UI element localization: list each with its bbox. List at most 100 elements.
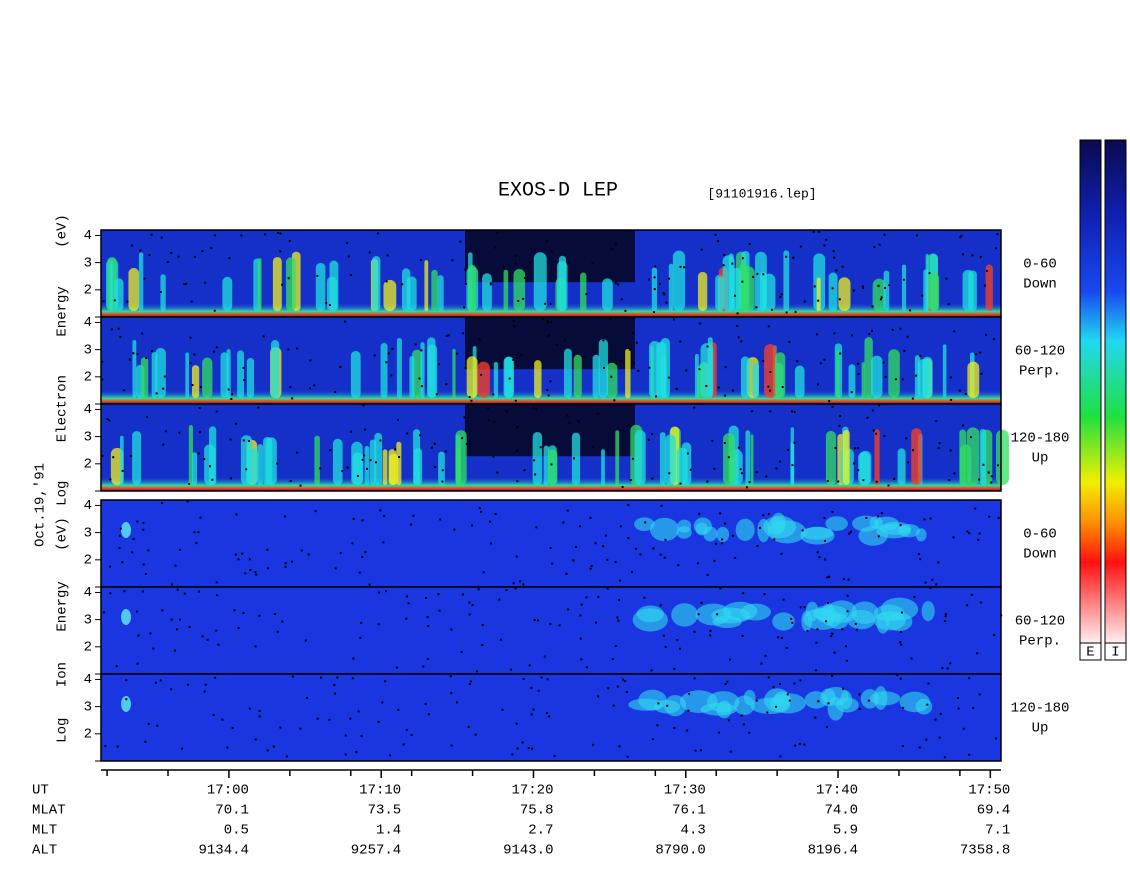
- spectrogram-texture: [800, 526, 835, 545]
- spectrogram-texture: [125, 679, 128, 682]
- spectrogram-texture: [426, 615, 429, 618]
- spectrogram-texture: [676, 638, 679, 641]
- spectrogram-texture: [380, 342, 388, 398]
- spectrogram-texture: [958, 389, 961, 392]
- spectrogram-texture: [146, 415, 149, 418]
- spectrogram-texture: [554, 275, 557, 278]
- spectrogram-texture: [126, 300, 129, 303]
- spectrogram-texture: [675, 387, 678, 390]
- spectrogram-texture: [379, 439, 382, 442]
- spectrogram-texture: [566, 509, 569, 512]
- spectrogram-texture: [833, 332, 836, 335]
- spectrogram-texture: [482, 571, 485, 574]
- spectrogram-texture: [350, 430, 353, 433]
- spectrogram-texture: [369, 439, 377, 485]
- spectrogram-texture: [112, 456, 115, 459]
- spectrogram-texture: [693, 677, 696, 680]
- spectrogram-texture: [213, 234, 216, 237]
- spectrogram-texture: [198, 407, 201, 410]
- panel-label: Down: [1023, 277, 1057, 293]
- spectrogram-texture: [449, 675, 452, 678]
- spectrogram-texture: [949, 662, 952, 665]
- spectrogram-texture: [248, 707, 251, 710]
- spectrogram-texture: [361, 519, 364, 522]
- spectrogram-texture: [852, 462, 855, 465]
- spectrogram-texture: [296, 451, 299, 454]
- spectrogram-texture: [520, 354, 523, 357]
- spectrogram-texture: [156, 724, 159, 727]
- spectrogram-texture: [369, 459, 372, 462]
- spectrogram-texture: [649, 517, 680, 542]
- spectrogram-texture: [185, 352, 189, 398]
- spectrogram-texture: [833, 651, 836, 654]
- spectrogram-texture: [237, 558, 240, 561]
- spectrogram-texture: [803, 300, 806, 303]
- spectrogram-texture: [752, 275, 755, 278]
- spectrogram-texture: [291, 397, 294, 400]
- spectrogram-texture: [883, 435, 886, 438]
- spectrogram-texture: [550, 250, 553, 253]
- spectrogram-texture: [782, 598, 785, 601]
- spectrogram-texture: [215, 346, 218, 349]
- spectrogram-texture: [845, 659, 848, 662]
- spectrogram-texture: [394, 448, 397, 451]
- spectrogram-texture: [487, 407, 490, 410]
- spectrogram-texture: [614, 560, 617, 563]
- spectrogram-texture: [139, 249, 142, 252]
- spectrogram-texture: [344, 734, 347, 737]
- spectrogram-texture: [288, 239, 291, 242]
- spectrogram-texture: [878, 243, 881, 246]
- spectrogram-texture: [740, 356, 750, 398]
- spectrogram-texture: [838, 424, 841, 427]
- spectrogram-texture: [625, 348, 631, 398]
- x-tick-label: 17:10: [359, 783, 401, 799]
- spectrogram-texture: [945, 277, 948, 280]
- spectrogram-texture: [814, 716, 817, 719]
- spectrogram-texture: [270, 340, 280, 398]
- spectrogram-texture: [677, 564, 680, 567]
- spectrogram-texture: [231, 393, 234, 396]
- spectrogram-texture: [901, 264, 907, 311]
- spectrogram-texture: [668, 472, 671, 475]
- spectrogram-texture: [651, 738, 654, 741]
- spectrogram-texture: [826, 726, 829, 729]
- spectrogram-texture: [481, 643, 484, 646]
- spectrogram-texture: [616, 616, 619, 619]
- spectrogram-texture: [743, 689, 756, 706]
- spectrogram-texture: [384, 680, 387, 683]
- spectrogram-texture: [191, 452, 198, 485]
- spectrogram-texture: [909, 309, 912, 312]
- spectrogram-texture: [565, 572, 568, 575]
- spectrogram-texture: [899, 630, 902, 633]
- spectrogram-texture: [662, 291, 665, 294]
- spectrogram-texture: [197, 531, 200, 534]
- spectrogram-texture: [949, 376, 952, 379]
- spectrogram-texture: [212, 713, 215, 716]
- spectrogram-texture: [883, 270, 890, 311]
- spectrogram-texture: [347, 255, 350, 258]
- spectrogram-texture: [477, 361, 490, 398]
- spectrogram-texture: [488, 419, 491, 422]
- spectrogram-texture: [919, 355, 922, 358]
- spectrogram-texture: [867, 699, 870, 702]
- spectrogram-texture: [617, 283, 620, 286]
- spectrogram-texture: [592, 445, 595, 448]
- spectrogram-texture: [656, 724, 659, 727]
- spectrogram-texture: [344, 753, 347, 756]
- spectrogram-texture: [336, 676, 339, 679]
- spectrogram-texture: [949, 449, 952, 452]
- spectrogram-texture: [450, 692, 453, 695]
- spectrogram-texture: [602, 278, 613, 311]
- spectrogram-texture: [783, 250, 790, 311]
- spectrogram-texture: [883, 233, 886, 236]
- spectrogram-texture: [915, 234, 918, 237]
- spectrogram-texture: [191, 365, 200, 398]
- spectrogram-texture: [556, 260, 568, 311]
- spectrogram-texture: [108, 419, 111, 422]
- y-tick-label: 3: [84, 525, 92, 541]
- spectrogram-texture: [352, 517, 355, 520]
- spectrogram-texture: [424, 260, 429, 311]
- spectrogram-texture: [226, 746, 229, 749]
- spectrogram-texture: [299, 484, 302, 487]
- spectrogram-texture: [102, 611, 105, 614]
